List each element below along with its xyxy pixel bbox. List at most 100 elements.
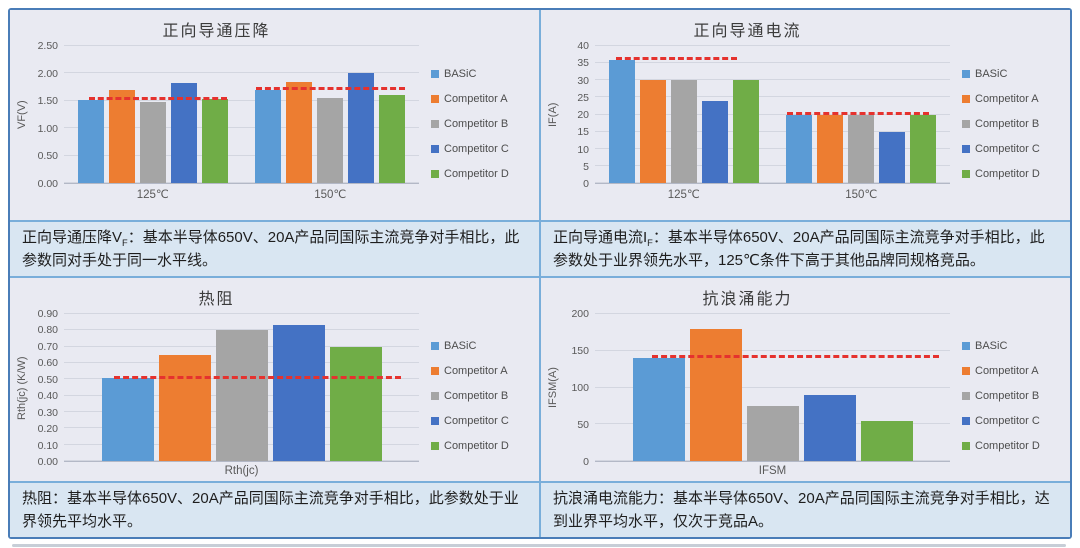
legend: BASiC Competitor A Competitor B Competitor … bbox=[419, 314, 531, 477]
bottom-shadow-line bbox=[12, 544, 1066, 547]
legend-item: Competitor D bbox=[431, 440, 531, 452]
bar-group bbox=[64, 314, 419, 461]
legend-label: BASiC bbox=[975, 339, 1008, 352]
chart-thermal-resistance: 热阻 Rth(jc) (K/W) 0.00 0.10 0.20 0.30 0.40 0.50 0… bbox=[10, 278, 539, 481]
y-tick-label: 0 bbox=[583, 178, 589, 190]
legend-swatch-basic bbox=[962, 341, 970, 350]
bar-competitor-d bbox=[379, 94, 406, 183]
bar-competitor-c bbox=[272, 325, 325, 461]
bar-basic bbox=[77, 99, 104, 183]
y-tick-labels: 0 50 100 150 200 bbox=[561, 308, 595, 468]
bar-basic bbox=[632, 358, 685, 461]
bar-group bbox=[64, 46, 242, 183]
legend: BASiC Competitor A Competitor B Competitor … bbox=[950, 314, 1062, 477]
bar-competitor-b bbox=[317, 97, 344, 183]
legend-label: Competitor D bbox=[444, 439, 509, 452]
y-tick-label: 0.00 bbox=[37, 178, 58, 190]
y-tick-label: 0.90 bbox=[37, 308, 58, 320]
chart-body: Rth(jc) (K/W) 0.00 0.10 0.20 0.30 0.40 0.50 0.6… bbox=[14, 308, 531, 477]
legend-label: Competitor B bbox=[975, 117, 1040, 130]
bar-competitor-d bbox=[860, 420, 913, 461]
reference-line bbox=[651, 355, 940, 359]
legend-item: Competitor D bbox=[962, 168, 1062, 180]
legend-label: Competitor A bbox=[444, 364, 508, 377]
caption-forward-voltage: 正向导通压降VF：基本半导体650V、20A产品同国际主流竞争对手相比，此参数同… bbox=[10, 222, 539, 276]
gridline bbox=[595, 96, 950, 98]
gridline bbox=[64, 329, 419, 331]
y-tick-label: 0.30 bbox=[37, 406, 58, 419]
plot-area bbox=[64, 45, 419, 184]
caption-text: 正向导通电流IF：基本半导体650V、20A产品同国际主流竞争对手相比，此参数处… bbox=[553, 229, 1045, 270]
bar-groups bbox=[595, 46, 950, 183]
gridline bbox=[595, 386, 950, 388]
bar-competitor-a bbox=[689, 328, 742, 461]
y-tick-label: 40 bbox=[577, 40, 589, 52]
legend-item: BASiC bbox=[962, 340, 1062, 352]
gridline bbox=[595, 79, 950, 81]
bar-competitor-a bbox=[817, 114, 844, 183]
reference-line bbox=[113, 376, 402, 380]
x-category-label: 150℃ bbox=[314, 189, 347, 201]
gridline bbox=[64, 72, 419, 74]
bar-groups bbox=[595, 314, 950, 461]
bar-competitor-d bbox=[201, 99, 228, 183]
legend-swatch-competitor-b bbox=[431, 119, 439, 128]
y-tick-labels: 0.00 0.50 1.00 1.50 2.00 2.50 bbox=[30, 40, 64, 190]
y-tick-labels: 0.00 0.10 0.20 0.30 0.40 0.50 0.60 0.70 0.80 0.90 bbox=[30, 308, 64, 468]
x-axis-labels: Rth(jc) bbox=[64, 465, 419, 477]
gridline bbox=[64, 99, 419, 101]
y-tick-label: 150 bbox=[571, 345, 589, 357]
y-axis-title: VF(V) bbox=[16, 100, 28, 130]
gridline bbox=[595, 62, 950, 64]
bar-basic bbox=[101, 377, 154, 461]
caption-text: 热阻：基本半导体650V、20A产品同国际主流竞争对手相比，此参数处于业界领先平… bbox=[22, 490, 519, 531]
bar-basic bbox=[255, 89, 282, 183]
legend-swatch-competitor-b bbox=[962, 119, 970, 128]
bar-basic bbox=[786, 114, 813, 183]
legend-label: BASiC bbox=[444, 339, 477, 352]
y-tick-label: 50 bbox=[577, 419, 589, 431]
y-axis-title: IFSM(A) bbox=[547, 367, 559, 409]
y-tick-label: 0 bbox=[583, 456, 589, 468]
gridline bbox=[595, 45, 950, 46]
bar-competitor-c bbox=[803, 394, 856, 461]
bar-competitor-d bbox=[329, 346, 382, 461]
legend-swatch-competitor-c bbox=[962, 416, 970, 425]
x-category-label: 150℃ bbox=[845, 189, 878, 201]
legend-item: Competitor B bbox=[962, 390, 1062, 402]
chart-body: VF(V) 0.00 0.50 1.00 1.50 2.00 2.50 125℃ 150℃ BAS… bbox=[14, 40, 531, 201]
legend-label: Competitor A bbox=[975, 92, 1039, 105]
caption-subscript: F bbox=[122, 238, 128, 248]
x-axis-labels: 125℃ 150℃ bbox=[595, 187, 950, 201]
legend-swatch-competitor-b bbox=[962, 391, 970, 400]
y-tick-label: 30 bbox=[577, 74, 589, 87]
bar-groups bbox=[64, 314, 419, 461]
bar-competitor-d bbox=[910, 114, 937, 183]
y-tick-label: 35 bbox=[577, 57, 589, 70]
legend-swatch-competitor-c bbox=[962, 144, 970, 153]
plot-area bbox=[64, 313, 419, 462]
y-tick-label: 25 bbox=[577, 91, 589, 104]
reference-line bbox=[786, 111, 929, 115]
legend-item: Competitor D bbox=[962, 440, 1062, 452]
legend-label: Competitor D bbox=[975, 167, 1040, 180]
legend-swatch-competitor-a bbox=[431, 94, 439, 103]
x-category-label: 125℃ bbox=[136, 189, 169, 201]
y-tick-label: 1.50 bbox=[37, 95, 58, 108]
y-tick-label: 0.80 bbox=[37, 324, 58, 337]
legend-swatch-basic bbox=[962, 69, 970, 78]
caption-surge-capability: 抗浪涌电流能力：基本半导体650V、20A产品同国际主流竞争对手相比，达到业界平… bbox=[541, 483, 1070, 537]
legend-swatch-competitor-a bbox=[431, 366, 439, 375]
caption-text: 抗浪涌电流能力：基本半导体650V、20A产品同国际主流竞争对手相比，达到业界平… bbox=[553, 490, 1050, 531]
legend-swatch-competitor-b bbox=[431, 391, 439, 400]
x-category-label: IFSM bbox=[758, 465, 787, 477]
bar-competitor-b bbox=[215, 330, 268, 461]
chart-title: 正向导通电流 bbox=[693, 23, 802, 40]
legend-swatch-competitor-a bbox=[962, 94, 970, 103]
plot-area bbox=[595, 313, 950, 462]
chart-title: 正向导通压降 bbox=[162, 23, 271, 40]
bar-competitor-d bbox=[732, 80, 759, 183]
y-tick-label: 5 bbox=[583, 160, 589, 173]
gridline bbox=[64, 45, 419, 46]
legend-item: Competitor A bbox=[962, 365, 1062, 377]
